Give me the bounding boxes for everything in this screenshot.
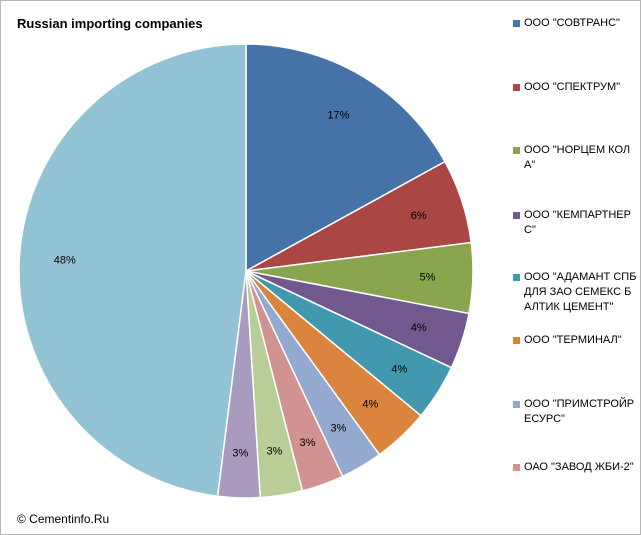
copyright-text: © Cementinfo.Ru (17, 512, 110, 526)
legend-label: ООО "СПЕКТРУМ" (524, 81, 621, 93)
slice-data-label-9: 3% (266, 445, 282, 457)
slice-data-label-6: 4% (362, 398, 378, 410)
pie-slice-1 (245, 43, 446, 273)
legend: ООО "СОВТРАНС" ООО "СПЕКТРУМ" ООО "НОРЦЕМ … (513, 0, 641, 535)
slice-data-label-7: 3% (330, 422, 346, 434)
legend-label: ООО "ПРИМСТРОЙРЕСУРС" (524, 398, 635, 425)
legend-swatch (513, 84, 520, 91)
legend-item-3: ООО "НОРЦЕМ КОЛА" (513, 143, 638, 173)
legend-item-1: ООО "СОВТРАНС" (513, 16, 638, 31)
legend-swatch (513, 401, 520, 408)
legend-swatch (513, 274, 520, 281)
legend-swatch (513, 212, 520, 219)
slice-data-label-8: 3% (300, 437, 316, 449)
legend-swatch (513, 464, 520, 471)
legend-item-6: ООО "ТЕРМИНАЛ" (513, 333, 638, 348)
legend-item-8: ОАО "ЗАВОД ЖБИ-2" (513, 460, 638, 475)
slice-data-label-11: 48% (54, 255, 76, 267)
legend-swatch (513, 147, 520, 154)
legend-item-5: ООО "АДАМАНТ СПБ ДЛЯ ЗАО СЕМЕКС БАЛТИК Ц… (513, 270, 638, 315)
slice-data-label-2: 6% (411, 210, 427, 222)
pie-slice-11 (18, 43, 247, 498)
legend-label: ОАО "ЗАВОД ЖБИ-2" (524, 461, 634, 473)
slice-data-label-4: 4% (411, 322, 427, 334)
legend-label: ООО "АДАМАНТ СПБ ДЛЯ ЗАО СЕМЕКС БАЛТИК Ц… (524, 271, 637, 313)
legend-item-2: ООО "СПЕКТРУМ" (513, 80, 638, 95)
legend-swatch (513, 337, 520, 344)
slice-data-label-5: 4% (391, 363, 407, 375)
slice-data-label-3: 5% (420, 272, 436, 284)
legend-label: ООО "СОВТРАНС" (524, 17, 620, 29)
chart-title: Russian importing companies (17, 16, 203, 31)
legend-swatch (513, 20, 520, 27)
legend-item-4: ООО "КЕМПАРТНЕРС" (513, 208, 638, 238)
legend-label: ООО "НОРЦЕМ КОЛА" (524, 144, 631, 171)
slice-data-label-10: 3% (232, 448, 248, 460)
legend-label: ООО "ТЕРМИНАЛ" (524, 334, 622, 346)
slice-data-label-1: 17% (327, 110, 349, 122)
legend-item-7: ООО "ПРИМСТРОЙРЕСУРС" (513, 397, 638, 427)
legend-label: ООО "КЕМПАРТНЕРС" (524, 209, 631, 236)
